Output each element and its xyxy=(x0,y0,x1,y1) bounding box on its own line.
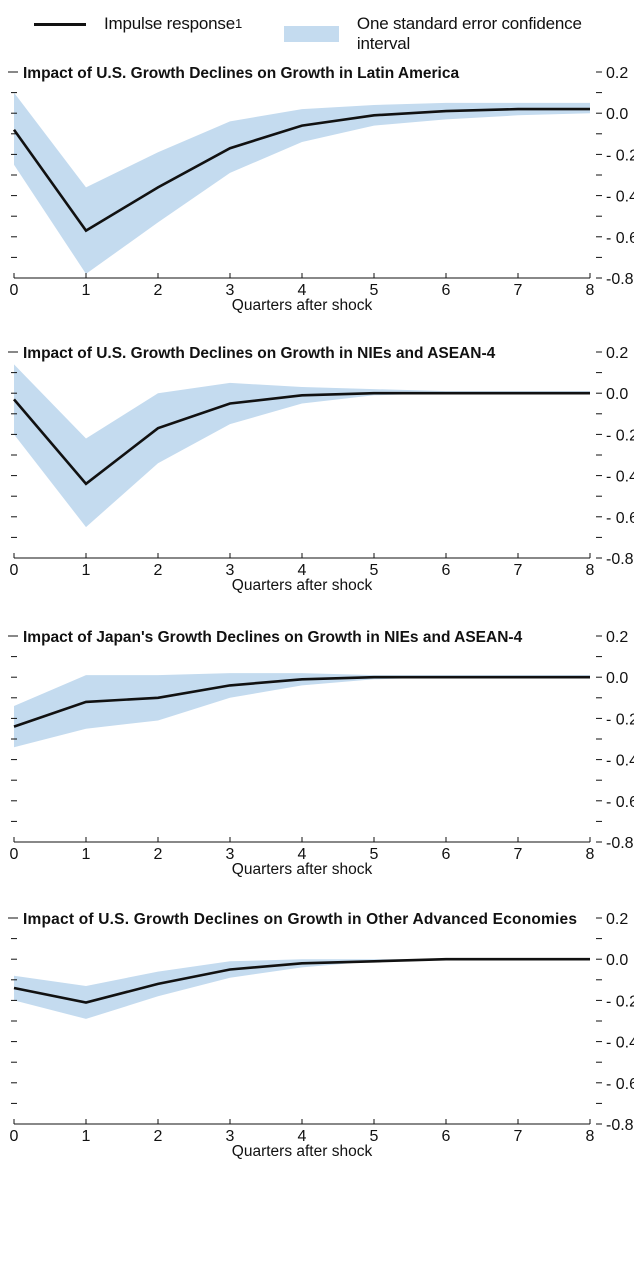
x-tick-label: 0 xyxy=(10,1128,19,1145)
x-tick-label: 3 xyxy=(226,846,235,863)
chart-title: Impact of Japan's Growth Declines on Gro… xyxy=(23,629,523,646)
x-tick-label: 5 xyxy=(370,562,379,579)
x-tick-label: 2 xyxy=(154,282,163,299)
x-tick-label: 0 xyxy=(10,846,19,863)
chart-panel-2: Impact of U.S. Growth Declines on Growth… xyxy=(8,345,634,594)
y-tick-label: -0.8 xyxy=(606,551,634,568)
impulse-response-line xyxy=(13,675,590,728)
x-tick-label: 8 xyxy=(586,282,595,299)
x-axis-label: Quarters after shock xyxy=(232,297,373,314)
x-axis-label: Quarters after shock xyxy=(232,1143,373,1160)
y-tick-label: - 0.6 xyxy=(606,510,634,527)
x-tick-label: 8 xyxy=(586,562,595,579)
y-tick-label: 0.0 xyxy=(606,670,628,687)
x-tick-label: 4 xyxy=(298,282,307,299)
y-tick-label: - 0.6 xyxy=(606,1076,634,1093)
y-tick-label: 0.2 xyxy=(606,345,628,362)
y-tick-label: -0.8 xyxy=(606,835,634,852)
y-tick-label: - 0.2 xyxy=(606,993,634,1010)
x-tick-label: 5 xyxy=(370,282,379,299)
x-tick-label: 1 xyxy=(82,282,91,299)
impulse-response-line xyxy=(13,391,590,486)
y-tick-label: 0.2 xyxy=(606,65,628,82)
y-tick-label: 0.2 xyxy=(606,629,628,646)
y-tick-label: - 0.6 xyxy=(606,794,634,811)
confidence-band xyxy=(14,673,590,748)
y-tick-label: 0.2 xyxy=(606,911,628,928)
chart-panel-4: Impact of U.S. Growth Declines on Growth… xyxy=(8,911,634,1160)
x-tick-label: 6 xyxy=(442,562,451,579)
y-tick-label: - 0.2 xyxy=(606,711,634,728)
x-tick-label: 2 xyxy=(154,562,163,579)
x-tick-label: 2 xyxy=(154,846,163,863)
x-tick-label: 8 xyxy=(586,846,595,863)
x-axis-label: Quarters after shock xyxy=(232,861,373,878)
impulse-response-line xyxy=(13,957,590,1004)
y-tick-label: - 0.2 xyxy=(606,147,634,164)
legend-item-impulse-response: Impulse response 1 xyxy=(34,14,242,34)
x-tick-label: 7 xyxy=(514,562,523,579)
x-tick-label: 0 xyxy=(10,562,19,579)
x-tick-label: 4 xyxy=(298,846,307,863)
chart-title: Impact of U.S. Growth Declines on Growth… xyxy=(23,65,459,82)
y-tick-label: -0.8 xyxy=(606,271,634,288)
legend-label-impulse-response: Impulse response xyxy=(104,14,235,33)
y-tick-label: 0.0 xyxy=(606,386,628,403)
x-tick-label: 1 xyxy=(82,846,91,863)
legend-item-confidence-interval: One standard error confidence interval xyxy=(284,14,634,54)
x-tick-label: 6 xyxy=(442,282,451,299)
chart-title: Impact of U.S. Growth Declines on Growth… xyxy=(23,911,577,928)
y-tick-label: - 0.6 xyxy=(606,230,634,247)
legend-line-swatch xyxy=(34,22,86,26)
x-tick-label: 7 xyxy=(514,282,523,299)
x-tick-label: 3 xyxy=(226,1128,235,1145)
x-tick-label: 7 xyxy=(514,1128,523,1145)
y-tick-label: - 0.4 xyxy=(606,189,634,206)
x-axis-label: Quarters after shock xyxy=(232,577,373,594)
chart-panel-1: Impact of U.S. Growth Declines on Growth… xyxy=(8,65,634,314)
impulse-response-line xyxy=(12,107,590,233)
y-tick-label: -0.8 xyxy=(606,1117,634,1134)
legend-label-confidence-interval: One standard error confidence interval xyxy=(356,14,582,53)
y-tick-label: - 0.4 xyxy=(606,1035,634,1052)
legend: Impulse response 1 One standard error con… xyxy=(0,0,634,53)
x-tick-label: 5 xyxy=(370,1128,379,1145)
x-tick-label: 5 xyxy=(370,846,379,863)
x-tick-label: 6 xyxy=(442,1128,451,1145)
y-tick-label: - 0.2 xyxy=(606,427,634,444)
confidence-band xyxy=(14,959,590,1019)
y-tick-label: - 0.4 xyxy=(606,753,634,770)
y-tick-label: - 0.4 xyxy=(606,469,634,486)
chart-panel-3: Impact of Japan's Growth Declines on Gro… xyxy=(8,629,634,878)
x-tick-label: 1 xyxy=(82,1128,91,1145)
y-tick-label: 0.0 xyxy=(606,106,628,123)
x-tick-label: 7 xyxy=(514,846,523,863)
confidence-band xyxy=(14,364,590,528)
y-tick-label: 0.0 xyxy=(606,952,628,969)
chart-title: Impact of U.S. Growth Declines on Growth… xyxy=(23,345,496,362)
legend-band-swatch xyxy=(284,26,339,42)
x-tick-label: 4 xyxy=(298,1128,307,1145)
confidence-band xyxy=(14,92,590,274)
x-tick-label: 2 xyxy=(154,1128,163,1145)
x-tick-label: 1 xyxy=(82,562,91,579)
x-tick-label: 4 xyxy=(298,562,307,579)
x-tick-label: 0 xyxy=(10,282,19,299)
x-tick-label: 3 xyxy=(226,282,235,299)
x-tick-label: 6 xyxy=(442,846,451,863)
x-tick-label: 3 xyxy=(226,562,235,579)
x-tick-label: 8 xyxy=(586,1128,595,1145)
